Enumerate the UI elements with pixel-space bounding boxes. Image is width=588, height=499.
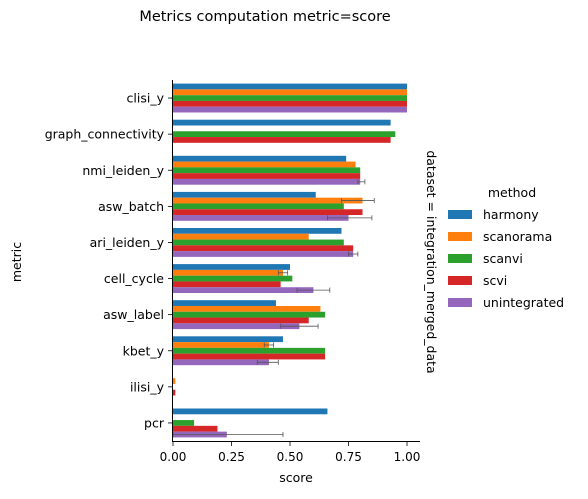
legend-title: method (488, 185, 536, 200)
y-tick-label: ilisi_y (130, 379, 165, 394)
x-axis-ticks: 0.00 0.25 0.50 0.75 1.00 (160, 441, 421, 464)
plot-area (172, 83, 407, 438)
bar-harmony-asw_label (173, 300, 276, 306)
bar-scanorama-nmi_leiden_y (173, 161, 356, 168)
bar-scanorama-ari_leiden_y (173, 233, 309, 240)
y-tick-label: kbet_y (123, 343, 165, 358)
bar-harmony-pcr (173, 408, 328, 415)
bar-scanorama-asw_label (173, 305, 321, 312)
y-tick-label: nmi_leiden_y (82, 163, 164, 178)
y-tick-label: clisi_y (127, 91, 165, 106)
chart-title: Metrics computation metric=score (139, 9, 390, 25)
bar-scanvi-ari_leiden_y (173, 239, 344, 246)
legend-label-unintegrated: unintegrated (483, 295, 564, 310)
x-axis-label: score (279, 470, 313, 485)
bar-scanorama-ilisi_y (173, 378, 176, 384)
legend: method harmony scanorama scanvi scvi uninteg… (448, 185, 564, 310)
legend-label-scanvi: scanvi (483, 251, 523, 266)
bar-harmony-graph_connectivity (173, 119, 391, 126)
bar-scanvi-asw_label (173, 311, 326, 318)
y-tick-label: cell_cycle (104, 271, 164, 286)
legend-swatch-scanorama (448, 232, 472, 241)
bar-scanorama-cell_cycle (173, 269, 283, 276)
bar-unintegrated-ari_leiden_y (173, 251, 354, 257)
bar-scvi-ari_leiden_y (173, 245, 354, 252)
bar-unintegrated-asw_batch (173, 215, 349, 221)
bar-harmony-clisi_y (173, 83, 407, 90)
bar-scanvi-kbet_y (173, 347, 326, 354)
bar-scanorama-clisi_y (173, 89, 407, 96)
bar-scvi-pcr (173, 425, 218, 432)
x-tick-label: 0.00 (160, 450, 187, 464)
bar-scanvi-asw_batch (173, 203, 344, 210)
bar-unintegrated-asw_label (173, 323, 300, 330)
bar-harmony-nmi_leiden_y (173, 155, 347, 162)
legend-swatch-scanvi (448, 254, 472, 263)
x-tick-label: 1.00 (394, 450, 421, 464)
bar-harmony-asw_batch (173, 191, 316, 198)
bar-scanvi-clisi_y (173, 95, 407, 101)
y-tick-label: pcr (144, 415, 165, 430)
bar-unintegrated-kbet_y (173, 359, 269, 366)
bar-scanorama-asw_batch (173, 197, 363, 204)
bar-harmony-kbet_y (173, 336, 283, 343)
legend-swatch-scvi (448, 276, 472, 285)
y-tick-label: graph_connectivity (45, 127, 165, 142)
y-axis-ticks: clisi_y graph_connectivity nmi_leiden_yasw… (45, 91, 172, 430)
bar-unintegrated-cell_cycle (173, 287, 314, 293)
x-tick-label: 0.50 (277, 450, 304, 464)
bar-scanorama-kbet_y (173, 342, 269, 348)
bar-scvi-kbet_y (173, 353, 326, 360)
y-tick-label: ari_leiden_y (90, 235, 165, 250)
bar-scvi-graph_connectivity (173, 137, 391, 143)
bar-scvi-asw_batch (173, 209, 363, 216)
facet-label: dataset = integration_merged_data (424, 150, 439, 373)
x-tick-label: 0.75 (335, 450, 362, 464)
bar-harmony-ari_leiden_y (173, 228, 342, 234)
bar-scanvi-pcr (173, 420, 195, 426)
y-axis-label: metric (9, 242, 24, 282)
bar-harmony-cell_cycle (173, 264, 290, 270)
bar-scanvi-nmi_leiden_y (173, 167, 361, 174)
legend-swatch-harmony (448, 210, 472, 219)
bar-scanvi-cell_cycle (173, 275, 293, 282)
y-tick-label: asw_batch (98, 199, 164, 214)
bar-scvi-nmi_leiden_y (173, 173, 361, 179)
bar-scvi-ilisi_y (173, 389, 176, 396)
bar-scvi-asw_label (173, 317, 309, 324)
bar-scvi-clisi_y (173, 100, 407, 107)
legend-swatch-unintegrated (448, 298, 472, 307)
bar-scvi-cell_cycle (173, 281, 281, 288)
bar-scanvi-graph_connectivity (173, 131, 396, 138)
legend-label-scvi: scvi (483, 273, 507, 288)
y-tick-label: asw_label (103, 307, 164, 322)
legend-label-scanorama: scanorama (483, 229, 552, 244)
bar-unintegrated-clisi_y (173, 106, 407, 113)
legend-label-harmony: harmony (483, 207, 539, 222)
bar-unintegrated-nmi_leiden_y (173, 178, 361, 185)
x-tick-label: 0.25 (218, 450, 245, 464)
